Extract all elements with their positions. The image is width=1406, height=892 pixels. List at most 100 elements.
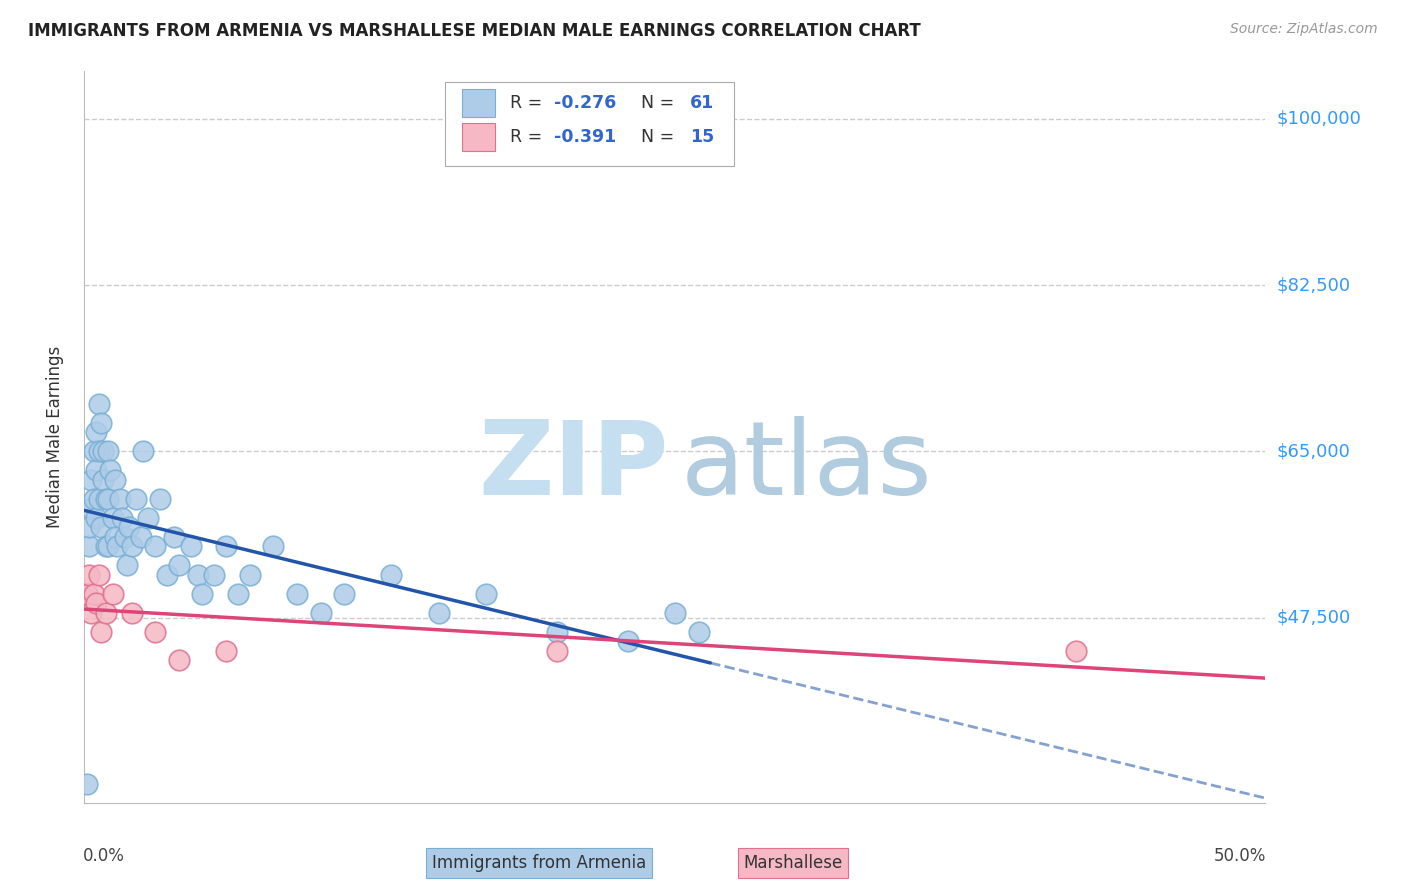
Text: Immigrants from Armenia: Immigrants from Armenia xyxy=(432,854,647,872)
Point xyxy=(688,624,710,639)
Point xyxy=(121,606,143,620)
Text: $65,000: $65,000 xyxy=(1277,442,1350,460)
Text: Source: ZipAtlas.com: Source: ZipAtlas.com xyxy=(1230,22,1378,37)
Point xyxy=(94,491,117,506)
Point xyxy=(143,539,166,553)
Point xyxy=(115,558,138,573)
Text: 50.0%: 50.0% xyxy=(1215,847,1267,864)
Point xyxy=(546,624,568,639)
Text: ZIP: ZIP xyxy=(478,416,669,516)
Text: -0.276: -0.276 xyxy=(554,94,617,112)
Point xyxy=(107,539,129,553)
Point xyxy=(108,491,131,506)
Point xyxy=(285,587,308,601)
Point xyxy=(83,444,105,458)
Point xyxy=(1066,644,1088,658)
Point xyxy=(226,587,249,601)
Point xyxy=(80,606,103,620)
Point xyxy=(114,530,136,544)
Point xyxy=(97,491,120,506)
Point xyxy=(180,539,202,553)
Point xyxy=(132,444,155,458)
Point xyxy=(76,587,98,601)
Point xyxy=(77,567,100,582)
Point xyxy=(121,539,143,553)
Text: R =: R = xyxy=(509,94,547,112)
Point xyxy=(215,539,238,553)
Point xyxy=(80,473,103,487)
Point xyxy=(77,539,100,553)
Text: R =: R = xyxy=(509,128,547,146)
Point xyxy=(90,520,112,534)
Point xyxy=(616,634,638,648)
Point xyxy=(84,425,107,440)
Point xyxy=(664,606,686,620)
Point xyxy=(202,567,225,582)
Point xyxy=(104,473,127,487)
Point xyxy=(83,587,105,601)
Text: N =: N = xyxy=(630,128,679,146)
Point xyxy=(80,501,103,516)
Point xyxy=(163,530,186,544)
Text: -0.391: -0.391 xyxy=(554,128,617,146)
Point xyxy=(380,567,402,582)
Text: 61: 61 xyxy=(690,94,714,112)
Point xyxy=(118,520,141,534)
Point xyxy=(76,777,98,791)
Point xyxy=(98,463,121,477)
Point xyxy=(83,491,105,506)
Point xyxy=(309,606,332,620)
Text: $47,500: $47,500 xyxy=(1277,608,1351,626)
Text: 0.0%: 0.0% xyxy=(83,847,125,864)
Point xyxy=(546,644,568,658)
Point xyxy=(215,644,238,658)
Point xyxy=(143,624,166,639)
Text: atlas: atlas xyxy=(681,416,932,516)
Point xyxy=(187,567,209,582)
Bar xyxy=(463,89,495,117)
Point xyxy=(87,567,110,582)
Point xyxy=(77,520,100,534)
Point xyxy=(427,606,450,620)
Point xyxy=(84,463,107,477)
Point xyxy=(333,587,356,601)
Point xyxy=(167,558,190,573)
Text: N =: N = xyxy=(630,94,679,112)
Bar xyxy=(463,123,495,151)
Point xyxy=(87,397,110,411)
Point xyxy=(104,530,127,544)
Bar xyxy=(444,82,734,167)
Point xyxy=(129,530,152,544)
Point xyxy=(84,596,107,610)
Point xyxy=(94,606,117,620)
Point xyxy=(91,473,114,487)
Point xyxy=(94,539,117,553)
Point xyxy=(111,511,134,525)
Point xyxy=(87,444,110,458)
Point xyxy=(136,511,159,525)
Point xyxy=(191,587,214,601)
Point xyxy=(87,491,110,506)
Point xyxy=(475,587,498,601)
Text: 15: 15 xyxy=(690,128,714,146)
Point xyxy=(156,567,179,582)
Text: IMMIGRANTS FROM ARMENIA VS MARSHALLESE MEDIAN MALE EARNINGS CORRELATION CHART: IMMIGRANTS FROM ARMENIA VS MARSHALLESE M… xyxy=(28,22,921,40)
Point xyxy=(91,444,114,458)
Point xyxy=(262,539,284,553)
Text: $100,000: $100,000 xyxy=(1277,110,1361,128)
Y-axis label: Median Male Earnings: Median Male Earnings xyxy=(45,346,63,528)
Point xyxy=(239,567,262,582)
Text: $82,500: $82,500 xyxy=(1277,277,1351,294)
Text: Marshallese: Marshallese xyxy=(744,854,842,872)
Point xyxy=(76,587,98,601)
Point xyxy=(149,491,172,506)
Point xyxy=(84,511,107,525)
Point xyxy=(97,539,120,553)
Point xyxy=(101,511,124,525)
Point xyxy=(97,444,120,458)
Point xyxy=(167,653,190,667)
Point xyxy=(101,587,124,601)
Point xyxy=(90,624,112,639)
Point xyxy=(125,491,148,506)
Point xyxy=(90,416,112,430)
